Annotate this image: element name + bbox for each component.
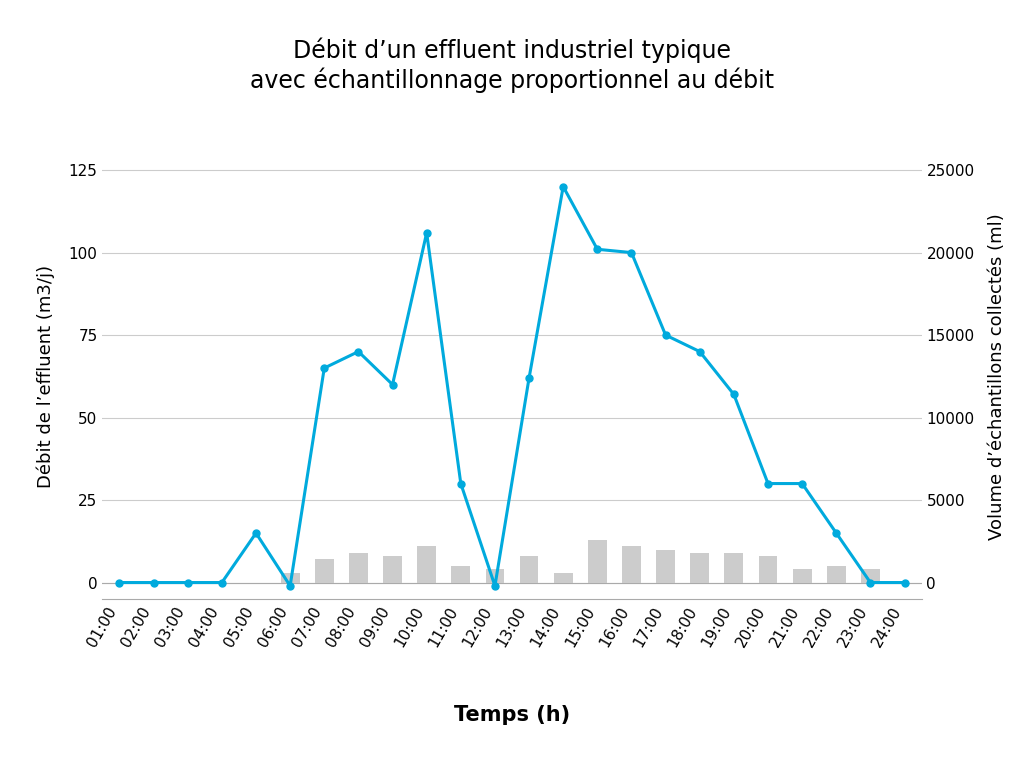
Bar: [383, 556, 401, 583]
Bar: [554, 573, 572, 583]
Bar: [349, 553, 368, 583]
Bar: [793, 569, 812, 583]
Bar: [656, 550, 675, 583]
X-axis label: Temps (h): Temps (h): [454, 705, 570, 725]
Bar: [315, 559, 334, 583]
Bar: [759, 556, 777, 583]
Bar: [281, 573, 299, 583]
Bar: [725, 553, 743, 583]
Bar: [418, 546, 436, 583]
Bar: [452, 566, 470, 583]
Text: Débit d’un effluent industriel typique
avec échantillonnage proportionnel au déb: Débit d’un effluent industriel typique a…: [250, 38, 774, 93]
Bar: [622, 546, 641, 583]
Bar: [485, 569, 504, 583]
Bar: [519, 556, 539, 583]
Bar: [827, 566, 846, 583]
Y-axis label: Volume d’échantillons collectés (ml): Volume d’échantillons collectés (ml): [988, 213, 1007, 540]
Y-axis label: Débit de l’effluent (m3/j): Débit de l’effluent (m3/j): [36, 265, 54, 488]
Bar: [861, 569, 880, 583]
Bar: [690, 553, 709, 583]
Bar: [588, 540, 606, 583]
